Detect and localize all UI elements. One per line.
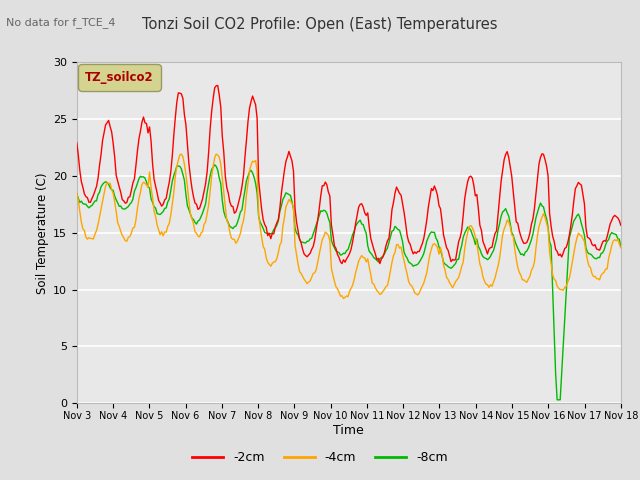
Legend: -2cm, -4cm, -8cm: -2cm, -4cm, -8cm (187, 446, 453, 469)
Y-axis label: Soil Temperature (C): Soil Temperature (C) (36, 172, 49, 294)
Text: No data for f_TCE_4: No data for f_TCE_4 (6, 17, 116, 28)
X-axis label: Time: Time (333, 424, 364, 437)
Text: Tonzi Soil CO2 Profile: Open (East) Temperatures: Tonzi Soil CO2 Profile: Open (East) Temp… (142, 17, 498, 32)
